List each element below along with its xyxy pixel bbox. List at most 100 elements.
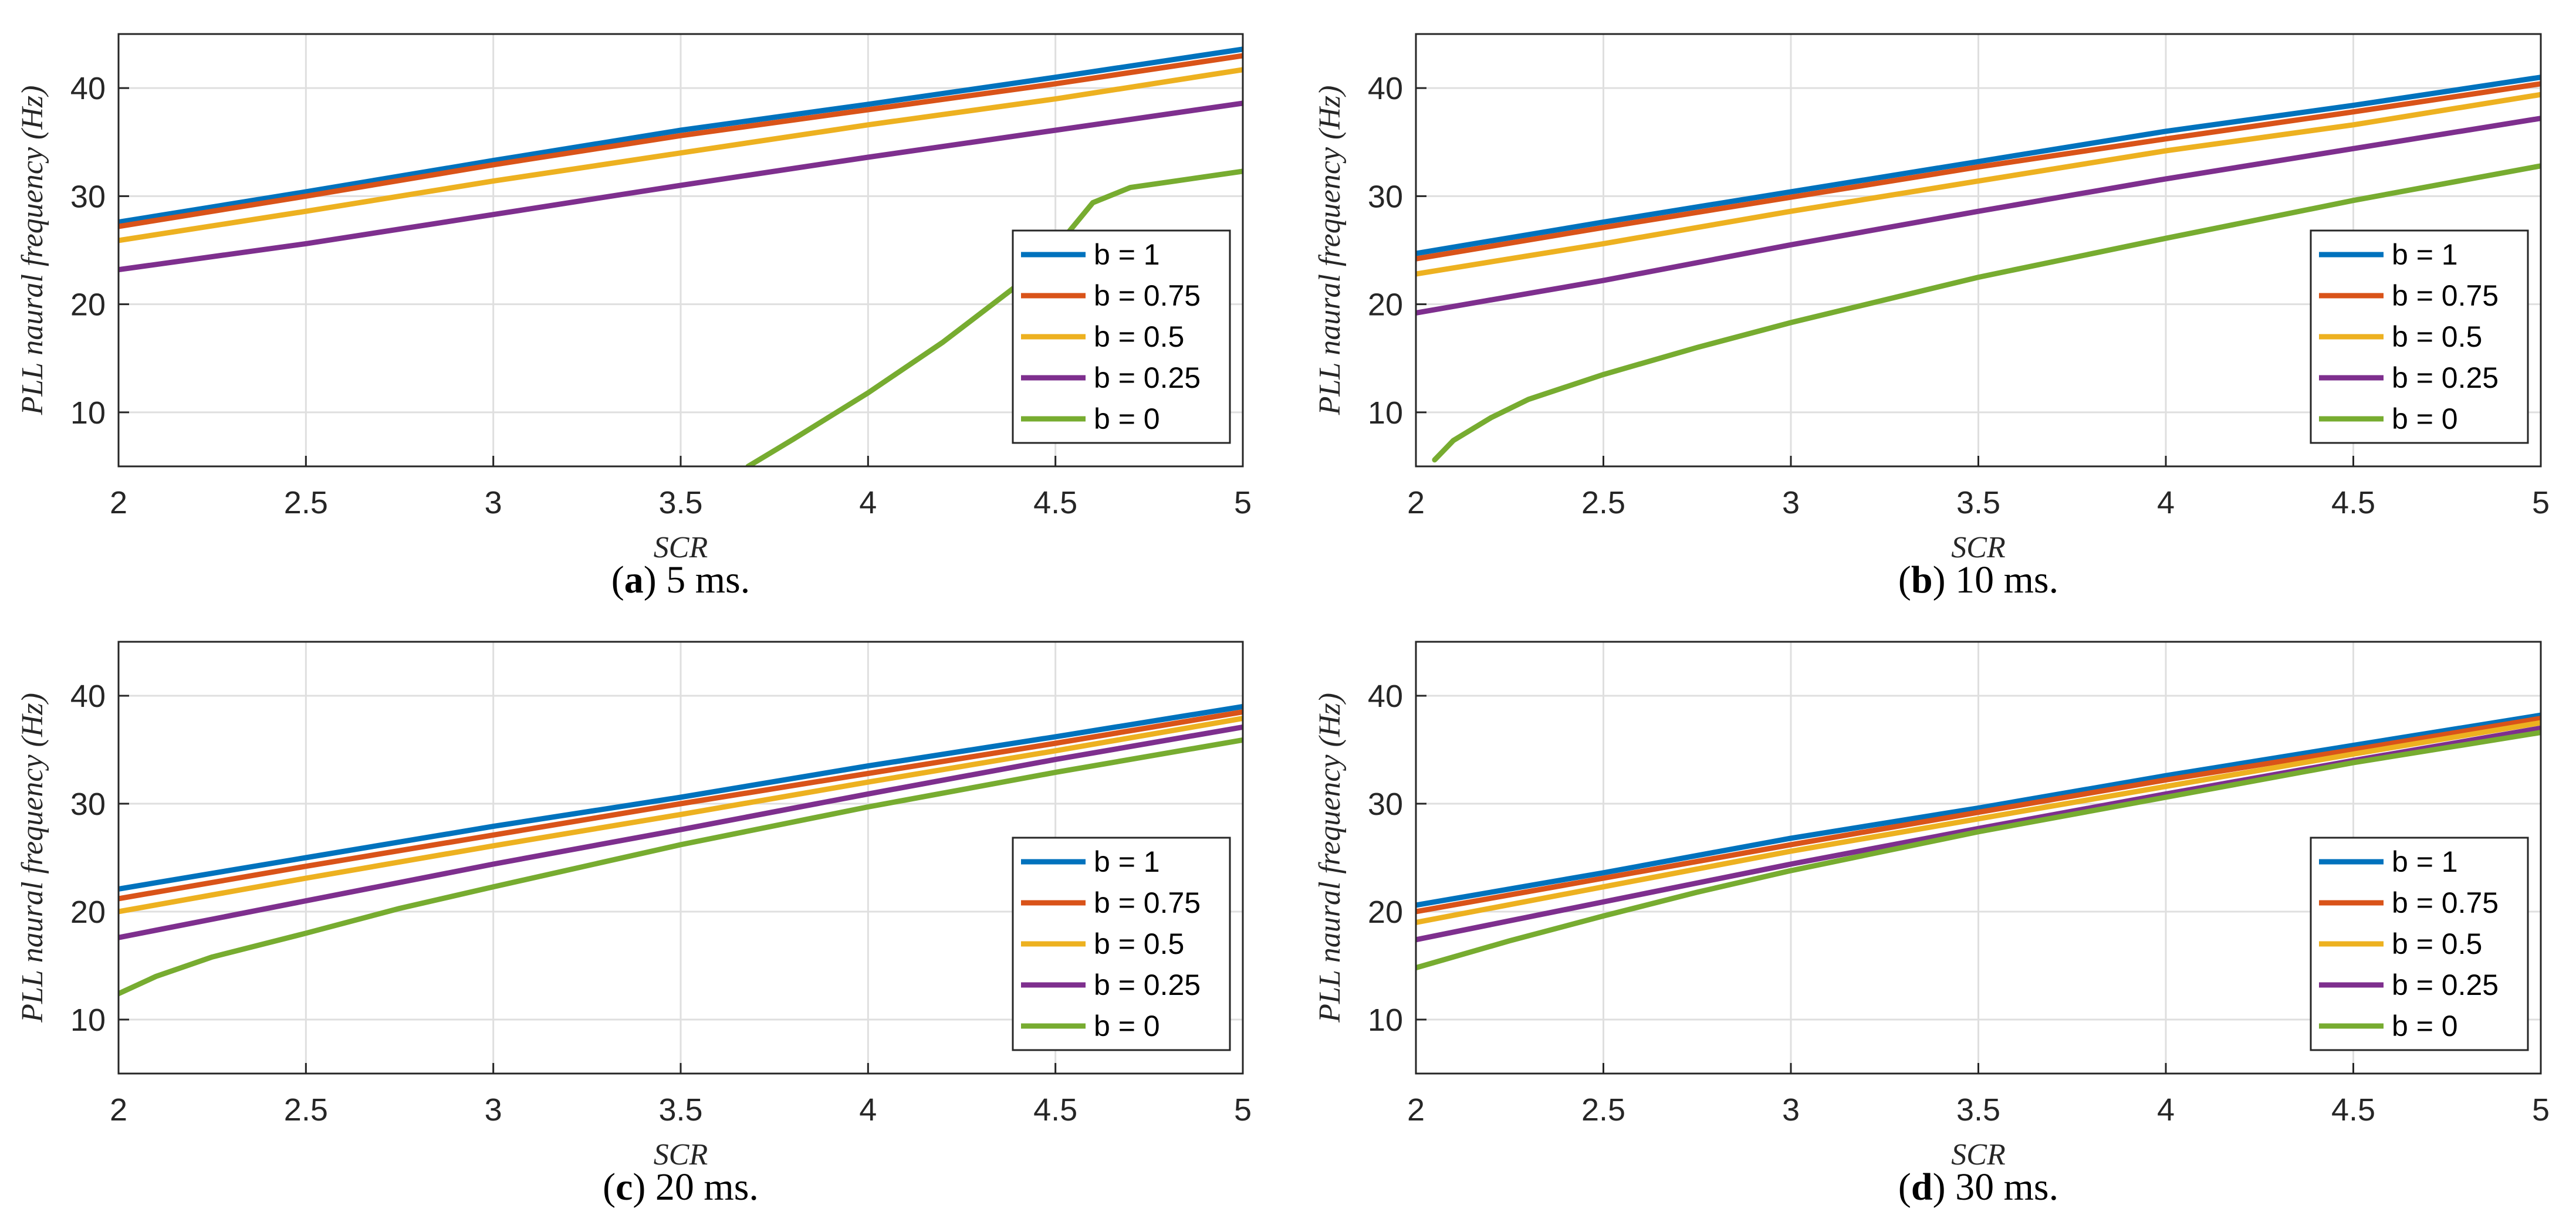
y-tick-label: 30 bbox=[1368, 787, 1403, 822]
legend-label: b = 0.5 bbox=[2392, 320, 2482, 353]
series-group bbox=[119, 703, 1243, 997]
x-axis-label: SCR bbox=[654, 531, 708, 564]
panel-c: 2 2.5 3 3.5 4 4.5 5 10 20 30 40 SCR PLL naural frequ… bbox=[16, 641, 1252, 1208]
y-tick-label: 20 bbox=[1368, 287, 1403, 323]
y-axis-label: PLL naural frequency (Hz) bbox=[16, 693, 49, 1023]
x-tick-label: 3 bbox=[1782, 485, 1800, 520]
x-tick-label: 4.5 bbox=[2331, 1092, 2375, 1128]
axes-box bbox=[117, 641, 1244, 1075]
legend-label: b = 0.25 bbox=[2392, 361, 2499, 394]
x-tick-label: 2.5 bbox=[1581, 485, 1625, 520]
legend: b = 1 b = 0.75 b = 0.5 b = 0.25 b = 0 bbox=[1012, 837, 1231, 1051]
x-tick-label: 3.5 bbox=[658, 1092, 702, 1128]
y-tick-label: 20 bbox=[1368, 895, 1403, 930]
y-axis-label: PLL naural frequency (Hz) bbox=[1313, 693, 1347, 1023]
series-line bbox=[119, 100, 1243, 273]
legend-label: b = 0 bbox=[2392, 1010, 2458, 1042]
y-tick-label: 10 bbox=[70, 1003, 106, 1038]
caption-letter: a bbox=[624, 558, 644, 601]
legend-label: b = 0.75 bbox=[2392, 279, 2499, 312]
legend-label: b = 0.5 bbox=[1094, 927, 1184, 960]
y-tick-label: 40 bbox=[70, 679, 106, 714]
x-tick-label: 4 bbox=[2157, 1092, 2175, 1128]
x-tick-label: 4.5 bbox=[1033, 485, 1077, 520]
panel-d: 2 2.5 3 3.5 4 4.5 5 10 20 30 40 SCR PLL naural frequ… bbox=[1313, 641, 2550, 1208]
series-line bbox=[1416, 92, 2541, 277]
x-tick-label: 3.5 bbox=[1956, 485, 2000, 520]
series-line bbox=[119, 724, 1243, 940]
x-tick-label: 4.5 bbox=[1033, 1092, 1077, 1128]
legend-label: b = 0.5 bbox=[2392, 927, 2482, 960]
legend: b = 1 b = 0.75 b = 0.5 b = 0.25 b = 0 bbox=[1012, 229, 1231, 444]
series-line bbox=[1416, 75, 2541, 256]
y-tick-label: 10 bbox=[1368, 1003, 1403, 1038]
x-tick-label: 4 bbox=[2157, 485, 2175, 520]
panel-caption: (a) 5 ms. bbox=[611, 558, 751, 601]
x-axis-label: SCR bbox=[1951, 1138, 2005, 1172]
x-tick-label: 3 bbox=[485, 485, 502, 520]
x-tick-label: 3 bbox=[485, 1092, 502, 1128]
legend-label: b = 0.25 bbox=[1094, 361, 1201, 394]
caption-text: 20 ms. bbox=[655, 1166, 759, 1208]
x-tick-label: 3.5 bbox=[658, 485, 702, 520]
caption-letter: b bbox=[1911, 558, 1933, 601]
series-line bbox=[119, 53, 1243, 229]
series-line bbox=[1416, 730, 2541, 971]
caption-text: 30 ms. bbox=[1955, 1166, 2058, 1208]
x-tick-label: 2 bbox=[1407, 1092, 1425, 1128]
legend-label: b = 1 bbox=[2392, 845, 2458, 878]
series-line bbox=[119, 716, 1243, 915]
axes-box bbox=[117, 33, 1244, 468]
y-tick-label: 40 bbox=[70, 71, 106, 106]
panel-a: 2 2.5 3 3.5 4 4.5 5 10 20 30 40 SCR PLL naural frequ… bbox=[16, 33, 1252, 601]
series-line bbox=[1416, 116, 2541, 316]
legend-label: b = 0.75 bbox=[1094, 279, 1201, 312]
x-tick-label: 5 bbox=[2532, 485, 2550, 520]
caption-letter: d bbox=[1911, 1166, 1933, 1208]
legend-label: b = 0 bbox=[1094, 402, 1160, 435]
y-tick-label: 30 bbox=[70, 179, 106, 214]
y-tick-label: 10 bbox=[70, 395, 106, 431]
series-line bbox=[119, 737, 1243, 997]
x-tick-label: 5 bbox=[1234, 1092, 1252, 1128]
axes-box bbox=[1415, 33, 2542, 468]
x-tick-label: 4 bbox=[859, 485, 877, 520]
x-tick-label: 4.5 bbox=[2331, 485, 2375, 520]
y-axis-label: PLL naural frequency (Hz) bbox=[16, 86, 49, 416]
y-tick-label: 30 bbox=[70, 787, 106, 822]
y-tick-label: 40 bbox=[1368, 71, 1403, 106]
series-line bbox=[119, 67, 1243, 243]
series-line bbox=[119, 46, 1243, 225]
series-line bbox=[1432, 163, 2541, 463]
panel-caption: (c) 20 ms. bbox=[603, 1166, 759, 1208]
series-line bbox=[119, 709, 1243, 902]
x-tick-label: 2 bbox=[1407, 485, 1425, 520]
caption-text: 5 ms. bbox=[666, 558, 750, 601]
x-tick-label: 2.5 bbox=[1581, 1092, 1625, 1128]
x-tick-label: 5 bbox=[1234, 485, 1252, 520]
y-axis-label: PLL naural frequency (Hz) bbox=[1313, 86, 1347, 416]
legend-label: b = 1 bbox=[1094, 238, 1160, 271]
legend-label: b = 0.5 bbox=[1094, 320, 1184, 353]
legend: b = 1 b = 0.75 b = 0.5 b = 0.25 b = 0 bbox=[2310, 229, 2529, 444]
x-axis-label: SCR bbox=[1951, 531, 2005, 564]
legend-label: b = 0.75 bbox=[1094, 886, 1201, 919]
axes-box bbox=[1415, 641, 2542, 1075]
panel-caption: (b) 10 ms. bbox=[1898, 558, 2058, 601]
x-tick-label: 3 bbox=[1782, 1092, 1800, 1128]
series-line bbox=[1416, 720, 2541, 925]
x-tick-label: 4 bbox=[859, 1092, 877, 1128]
series-line bbox=[119, 703, 1243, 892]
x-tick-label: 2 bbox=[110, 485, 127, 520]
panel-b: 2 2.5 3 3.5 4 4.5 5 10 20 30 40 SCR PLL naural frequ… bbox=[1313, 33, 2550, 601]
panel-caption: (d) 30 ms. bbox=[1898, 1166, 2058, 1208]
legend: b = 1 b = 0.75 b = 0.5 b = 0.25 b = 0 bbox=[2310, 837, 2529, 1051]
y-tick-label: 20 bbox=[70, 287, 106, 323]
caption-letter: c bbox=[616, 1166, 633, 1208]
series-line bbox=[1416, 81, 2541, 262]
x-axis-label: SCR bbox=[654, 1138, 708, 1172]
x-tick-label: 2.5 bbox=[284, 485, 328, 520]
series-group bbox=[1416, 75, 2541, 463]
legend-label: b = 1 bbox=[2392, 238, 2458, 271]
